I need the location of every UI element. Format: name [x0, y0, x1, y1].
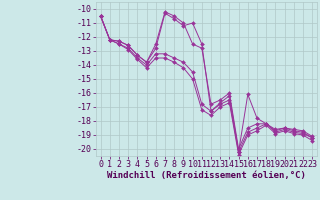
X-axis label: Windchill (Refroidissement éolien,°C): Windchill (Refroidissement éolien,°C)	[107, 171, 306, 180]
